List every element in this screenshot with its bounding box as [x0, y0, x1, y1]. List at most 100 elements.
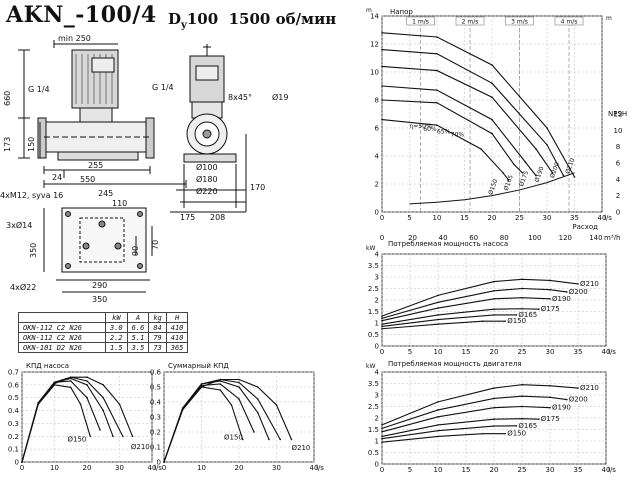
- data-point: [69, 380, 72, 382]
- terminal-box-front: [195, 65, 219, 81]
- series-line: [381, 32, 575, 178]
- y-tick-label: 2: [375, 415, 379, 423]
- data-point: [275, 404, 278, 406]
- y-tick-label: 0.1: [8, 446, 19, 454]
- data-point: [493, 418, 495, 420]
- series-line: [381, 314, 517, 327]
- data-point: [69, 377, 72, 380]
- data-point: [290, 438, 293, 441]
- y-tick-label: 1.5: [368, 308, 379, 316]
- right-tick-label: 0: [616, 209, 620, 217]
- data-point: [538, 418, 540, 420]
- curve-label: Ø200: [569, 396, 588, 404]
- data-point: [238, 398, 240, 400]
- base-plate-front: [183, 153, 237, 163]
- dim-208: 208: [210, 213, 225, 222]
- data-point: [253, 431, 255, 433]
- table-row: OKN-112 C2 N26 3.0 6.6 84 410: [18, 322, 189, 333]
- right-tick-label: 2: [616, 192, 620, 200]
- curve-label: Ø150: [507, 430, 526, 438]
- data-point: [549, 298, 551, 300]
- y-tick-label: 0: [15, 459, 19, 467]
- x-axis-unit: l/s: [604, 214, 612, 222]
- data-point: [37, 403, 40, 405]
- curve-label: Ø210: [580, 280, 599, 288]
- curve-label: Ø210: [131, 443, 150, 451]
- chart-title: Напор: [390, 8, 413, 16]
- x-tick-label: 20: [488, 214, 497, 222]
- y-tick-label: 0.5: [368, 331, 379, 339]
- efficiency-label: 65%: [437, 129, 451, 136]
- y-tick-label: 0.5: [368, 449, 379, 457]
- x2-tick-label: 60: [469, 234, 478, 240]
- x-tick-label: 40: [310, 464, 319, 472]
- y-axis-unit: kW: [366, 363, 375, 370]
- data-point: [521, 417, 523, 420]
- data-point: [437, 409, 439, 411]
- outlet-flange: [145, 117, 155, 159]
- spec-table: kW A kg H OKN-112 C2 N26 3.0 6.6 84 410 …: [18, 312, 189, 353]
- data-point: [381, 427, 383, 430]
- data-point: [549, 385, 551, 387]
- y-tick-label: 4: [375, 369, 380, 377]
- velocity-box: [505, 16, 534, 26]
- chart-3-plot: 0 5 10 15 20 25 30 35 40 0 0.5 1 1.5 2 2.5 3 3.5 4 Потребл…: [366, 240, 616, 356]
- data-point: [53, 382, 56, 385]
- curve-label: Ø210: [292, 444, 311, 452]
- curve-label: Ø165: [518, 311, 537, 319]
- motor-stool-side: [79, 107, 113, 123]
- data-point: [436, 102, 438, 104]
- model-subtitle: Dy100 1500 об/мин: [168, 10, 336, 31]
- data-point: [566, 291, 568, 293]
- spec-cell: OKN-101 D2 N26: [18, 342, 106, 353]
- data-point: [102, 384, 105, 386]
- x2-axis-unit: m³/h: [604, 234, 620, 240]
- y-tick-label: 0.5: [150, 384, 161, 392]
- data-point: [437, 323, 439, 325]
- dn-value: 100: [186, 10, 219, 28]
- dim-245: 245: [98, 189, 113, 198]
- x2-tick-label: 0: [380, 234, 384, 240]
- x-tick-label: 25: [518, 466, 527, 474]
- x-tick-label: 35: [570, 214, 579, 222]
- x-tick-label: 0: [20, 464, 24, 472]
- dim-g14-right: G 1/4: [152, 83, 174, 92]
- data-point: [163, 461, 165, 463]
- right-tick-label: 12: [614, 111, 623, 119]
- data-point: [493, 425, 495, 427]
- data-point: [102, 409, 105, 412]
- x-tick-label: 40: [148, 464, 157, 472]
- series-line: [381, 287, 567, 319]
- data-point: [493, 290, 495, 292]
- curve-label: Ø210: [580, 384, 599, 392]
- x2-tick-label: 40: [439, 234, 448, 240]
- curve-label: Ø150: [68, 435, 87, 443]
- data-point: [482, 320, 484, 322]
- curve-label: Ø200: [549, 161, 561, 179]
- right-tick-label: 4: [616, 176, 621, 184]
- data-point: [491, 82, 493, 84]
- dim-350b: 350: [92, 295, 107, 304]
- hole-c: [98, 220, 106, 228]
- spec-cell: 5.1: [126, 332, 150, 343]
- data-point: [256, 386, 259, 388]
- data-point: [436, 89, 438, 91]
- x2-tick-label: 140: [589, 234, 602, 240]
- data-point: [238, 381, 240, 384]
- dim-holes22: 4xØ22: [10, 282, 36, 292]
- x-tick-label: 35: [574, 466, 583, 474]
- velocity-label: 4 m/s: [561, 19, 578, 26]
- data-point: [437, 318, 439, 321]
- data-point: [238, 386, 240, 388]
- x-axis-unit: l/s: [154, 464, 162, 472]
- y-tick-label: 0: [375, 461, 379, 469]
- x-axis-label: Расход: [572, 223, 598, 231]
- terminal-box-side: [91, 57, 115, 73]
- data-point: [521, 395, 523, 397]
- y-tick-label: 3.5: [368, 380, 379, 388]
- motor-power-chart: 0 5 10 15 20 25 30 35 40 0 0.5 1 1.5 2 2.5 3 3.5 4 Потребл…: [366, 360, 616, 474]
- data-point: [436, 53, 438, 55]
- data-point: [99, 429, 101, 431]
